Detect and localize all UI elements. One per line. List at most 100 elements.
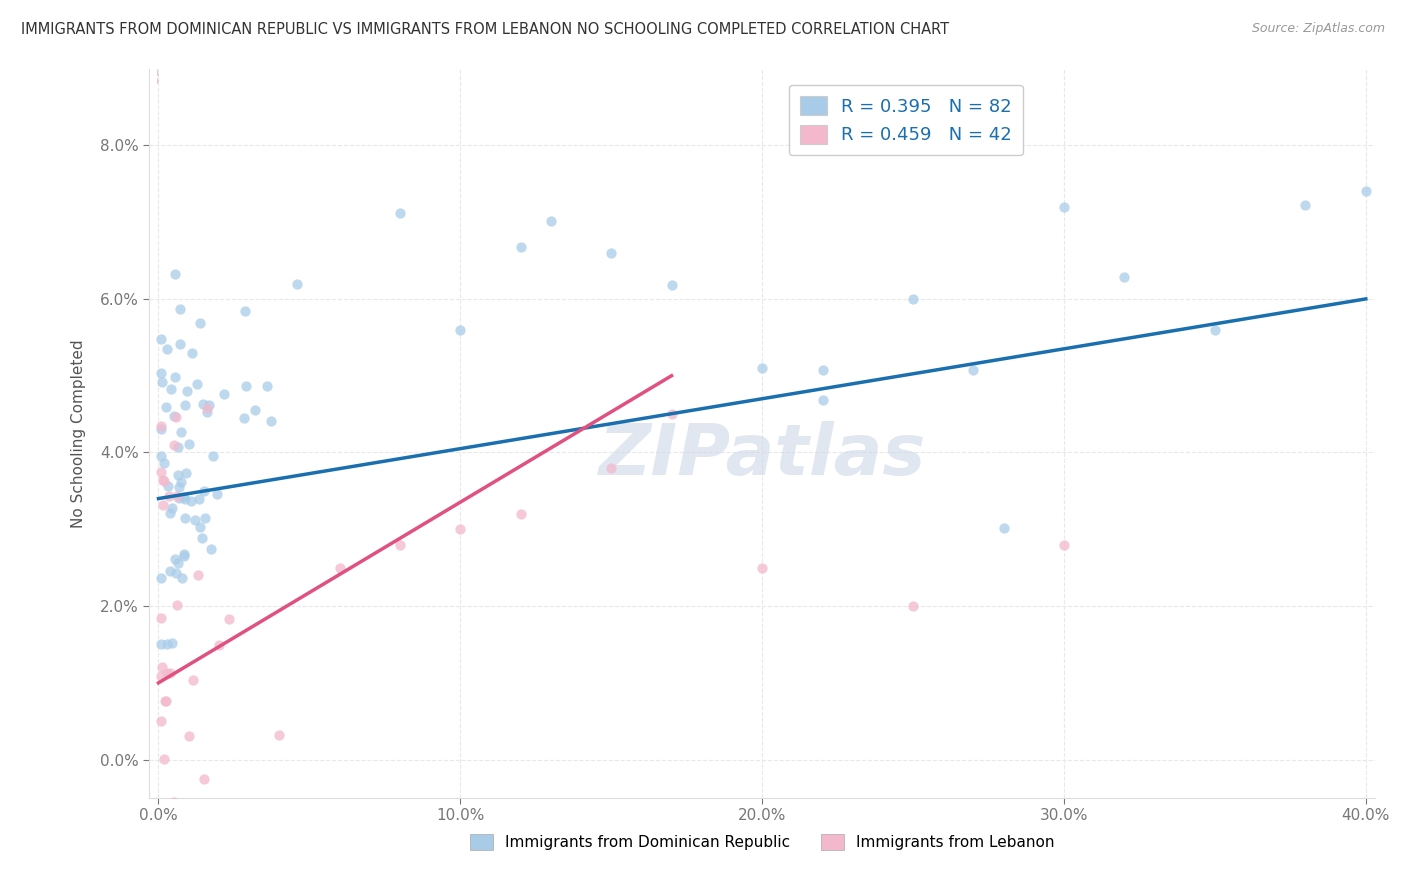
Point xyxy=(174,491,197,506)
Point xyxy=(187,568,209,582)
Point xyxy=(661,407,683,421)
Point xyxy=(150,422,173,436)
Point xyxy=(170,571,193,585)
Point xyxy=(150,571,173,585)
Point xyxy=(150,465,173,479)
Point xyxy=(150,419,173,434)
Y-axis label: No Schooling Completed: No Schooling Completed xyxy=(72,339,86,527)
Point xyxy=(159,564,181,578)
Point xyxy=(166,489,188,503)
Point xyxy=(207,486,229,500)
Point xyxy=(150,611,173,625)
Point xyxy=(150,637,173,651)
Point xyxy=(1204,323,1226,337)
Point xyxy=(169,337,191,351)
Point xyxy=(150,659,173,673)
Point xyxy=(156,479,179,493)
Text: ZIPatlas: ZIPatlas xyxy=(599,421,925,490)
Text: IMMIGRANTS FROM DOMINICAN REPUBLIC VS IMMIGRANTS FROM LEBANON NO SCHOOLING COMPL: IMMIGRANTS FROM DOMINICAN REPUBLIC VS IM… xyxy=(21,22,949,37)
Point xyxy=(152,456,174,470)
Legend: R = 0.395   N = 82, R = 0.459   N = 42: R = 0.395 N = 82, R = 0.459 N = 42 xyxy=(789,85,1022,155)
Point xyxy=(245,403,267,417)
Point xyxy=(962,362,984,376)
Point xyxy=(155,694,177,708)
Point xyxy=(233,304,256,318)
Point xyxy=(208,638,231,652)
Point xyxy=(285,277,308,292)
Point xyxy=(173,549,195,564)
Point xyxy=(269,728,291,742)
Point xyxy=(187,491,209,506)
Point xyxy=(155,846,177,860)
Point xyxy=(166,598,188,612)
Point xyxy=(188,520,211,534)
Point xyxy=(449,522,471,536)
Point xyxy=(167,491,190,505)
Point xyxy=(190,532,212,546)
Point xyxy=(165,267,187,281)
Point xyxy=(165,566,187,580)
Point xyxy=(170,475,193,490)
Point xyxy=(159,382,181,396)
Point xyxy=(329,560,352,574)
Point xyxy=(194,511,217,525)
Point xyxy=(160,500,183,515)
Point xyxy=(193,772,215,786)
Point xyxy=(155,694,177,708)
Point xyxy=(202,449,225,463)
Point xyxy=(256,378,278,392)
Point xyxy=(156,832,179,847)
Point xyxy=(153,475,176,489)
Point xyxy=(157,489,180,503)
Point xyxy=(150,376,173,390)
Point xyxy=(162,795,184,809)
Point xyxy=(174,510,197,524)
Point xyxy=(173,547,195,561)
Point xyxy=(1294,198,1316,212)
Point xyxy=(751,560,773,574)
Point xyxy=(156,342,179,356)
Point xyxy=(166,556,188,570)
Point xyxy=(159,506,181,520)
Point xyxy=(233,411,256,425)
Point xyxy=(181,673,204,687)
Point xyxy=(901,599,924,613)
Point xyxy=(156,805,179,819)
Point xyxy=(150,332,173,346)
Point xyxy=(993,521,1015,535)
Point xyxy=(174,398,197,412)
Point xyxy=(901,292,924,306)
Point xyxy=(540,213,562,227)
Point xyxy=(176,466,198,480)
Point xyxy=(214,386,236,401)
Point xyxy=(195,401,218,416)
Point xyxy=(169,480,191,494)
Point xyxy=(388,206,411,220)
Point xyxy=(150,714,173,729)
Point xyxy=(152,498,174,512)
Point xyxy=(260,414,283,428)
Point xyxy=(235,379,257,393)
Point xyxy=(160,636,183,650)
Point xyxy=(156,665,179,680)
Point xyxy=(186,377,208,392)
Point xyxy=(1053,538,1076,552)
Point xyxy=(169,301,191,316)
Point xyxy=(1053,200,1076,214)
Point xyxy=(163,438,186,452)
Point xyxy=(449,323,471,337)
Point xyxy=(167,467,190,482)
Point xyxy=(176,384,198,399)
Point xyxy=(1354,185,1376,199)
Point xyxy=(600,245,623,260)
Point xyxy=(811,362,834,376)
Point xyxy=(163,409,186,423)
Point xyxy=(193,483,215,498)
Point xyxy=(159,666,181,681)
Point xyxy=(509,240,531,254)
Point xyxy=(163,370,186,384)
Point xyxy=(388,538,411,552)
Point xyxy=(166,810,188,824)
Point xyxy=(180,346,202,360)
Point xyxy=(170,425,193,439)
